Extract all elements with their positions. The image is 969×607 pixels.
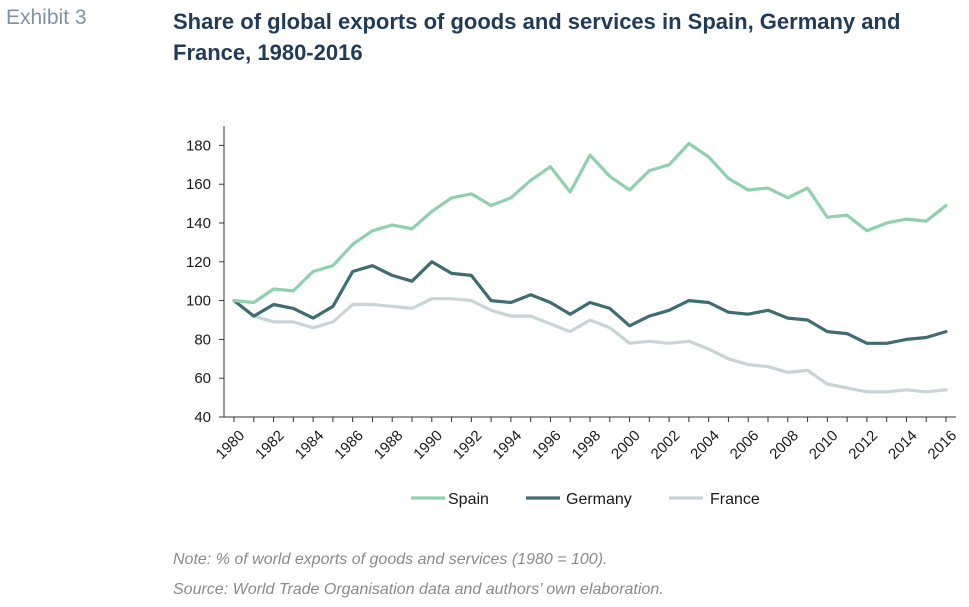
exhibit-label: Exhibit 3: [6, 6, 87, 29]
x-tick-label: 2002: [648, 427, 684, 463]
series-line-germany: [232, 260, 948, 345]
x-tick-label: 2008: [766, 427, 802, 463]
x-tick-label: 2012: [845, 427, 881, 463]
x-tick-label: 2014: [885, 427, 921, 463]
x-tick-label: 1988: [371, 427, 407, 463]
x-tick-label: 1998: [569, 427, 605, 463]
y-tick-label: 120: [186, 254, 211, 271]
x-tick-label: 2004: [687, 427, 723, 463]
x-tick-label: 1992: [450, 427, 486, 463]
x-tick-label: 1990: [410, 427, 446, 463]
x-tick-label: 2016: [925, 427, 961, 463]
x-tick-label: 1996: [529, 427, 565, 463]
y-tick-label: 80: [194, 331, 211, 348]
y-tick-label: 180: [186, 137, 211, 154]
legend-label-germany: Germany: [566, 491, 632, 508]
x-tick-label: 1994: [489, 427, 525, 463]
x-tick-label: 2010: [806, 427, 842, 463]
x-tick-label: 1986: [331, 427, 367, 463]
x-tick-label: 1980: [213, 427, 249, 463]
y-tick-label: 40: [194, 409, 211, 426]
series-line-france: [232, 297, 948, 394]
chart-title: Share of global exports of goods and ser…: [173, 9, 901, 65]
x-tick-label: 2006: [727, 427, 763, 463]
y-tick-label: 100: [186, 293, 211, 310]
y-tick-label: 160: [186, 176, 211, 193]
chart-axes: 40 60 80 100 120 140 160 180 1980 1982 1984 1986 198…: [186, 126, 960, 463]
x-tick-label: 1982: [252, 427, 288, 463]
x-tick-label: 1984: [292, 427, 328, 463]
chart-series-lines: [232, 141, 948, 394]
series-line-spain: [232, 141, 948, 305]
y-tick-label: 140: [186, 215, 211, 232]
chart-legend: Spain Germany France: [411, 491, 760, 508]
x-tick-label: 2000: [608, 427, 644, 463]
y-tick-label: 60: [194, 370, 211, 387]
chart-note: Note: % of world exports of goods and se…: [173, 551, 608, 568]
legend-label-spain: Spain: [448, 491, 489, 508]
chart-source: Source: World Trade Organisation data an…: [173, 581, 664, 598]
legend-label-france: France: [710, 491, 760, 508]
